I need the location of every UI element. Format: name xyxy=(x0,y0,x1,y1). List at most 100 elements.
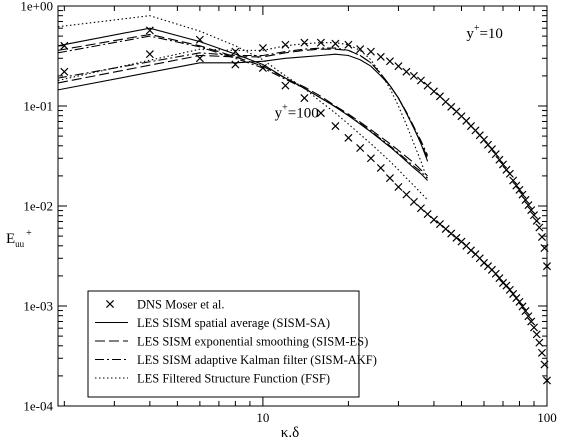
dns-data-point xyxy=(524,201,533,210)
dns-data-point xyxy=(509,289,518,298)
dns-data-point xyxy=(300,38,309,47)
series-dashed-y10 xyxy=(57,48,429,159)
dns-data-point xyxy=(532,216,541,225)
y-axis-label-sup: + xyxy=(26,228,32,239)
series-cross-y100 xyxy=(60,26,552,385)
dns-data-point xyxy=(512,181,521,190)
dns-data-point xyxy=(509,176,518,185)
dns-data-point xyxy=(316,109,325,118)
dns-data-point xyxy=(394,62,403,71)
x-tick-label: 100 xyxy=(537,410,557,425)
dns-data-point xyxy=(231,47,240,56)
legend-entry: LES SISM exponential smoothing (SISM-ES) xyxy=(95,335,368,349)
series-line xyxy=(57,42,429,181)
annotation-label: y+=100 xyxy=(275,102,319,121)
dns-data-point xyxy=(540,360,549,369)
dns-data-point xyxy=(300,94,309,103)
series-cross-y10 xyxy=(60,38,552,271)
dns-data-point xyxy=(529,211,539,220)
y-tick-label: 1e-03 xyxy=(23,299,53,314)
y-tick-label: 1e+00 xyxy=(20,0,53,14)
dns-data-point xyxy=(416,76,425,85)
dns-data-point xyxy=(495,155,504,164)
series-dotted-y10 xyxy=(57,42,429,181)
dns-data-point xyxy=(518,302,527,311)
dns-data-point xyxy=(231,60,240,69)
legend-entry: DNS Moser et al. xyxy=(105,298,225,312)
dns-data-point xyxy=(495,274,504,283)
series-line xyxy=(57,47,429,156)
series-line xyxy=(57,35,428,179)
dns-data-point xyxy=(356,143,365,153)
legend-entry: LES SISM spatial average (SISM-SA) xyxy=(95,316,330,330)
dns-data-point xyxy=(416,204,425,213)
legend: DNS Moser et al. LES SISM spatial average… xyxy=(87,290,377,398)
dns-data-point xyxy=(258,43,267,53)
series-dotted-y100 xyxy=(57,15,429,201)
axis-ticks xyxy=(58,5,548,407)
legend-box xyxy=(87,290,360,398)
dns-data-point xyxy=(542,376,552,385)
dns-data-point xyxy=(515,297,524,306)
y-tick-label: 1e-02 xyxy=(23,199,53,214)
dns-data-point xyxy=(385,57,394,66)
dns-data-point xyxy=(376,163,385,173)
dns-data-point xyxy=(505,169,514,178)
annotations: y+=10 y+=100 xyxy=(275,23,503,121)
legend-entry: LES Filtered Structure Function (FSF) xyxy=(95,372,330,386)
dns-data-point xyxy=(331,122,340,131)
dns-data-point xyxy=(487,145,496,154)
series-dashdot-y100 xyxy=(57,35,428,179)
dns-data-point xyxy=(429,87,438,96)
dns-data-point xyxy=(344,40,353,49)
dns-data-point xyxy=(521,195,530,204)
dns-data-point xyxy=(331,39,340,48)
dns-data-point xyxy=(402,190,411,199)
dns-data-point xyxy=(145,26,154,35)
legend-label: DNS Moser et al. xyxy=(137,298,225,312)
dns-data-point xyxy=(344,133,353,142)
dns-data-point xyxy=(537,232,546,242)
dns-data-point xyxy=(409,71,418,80)
dns-data-point xyxy=(498,160,508,169)
dns-data-point xyxy=(394,182,403,191)
dns-data-point xyxy=(402,67,411,76)
x-axis-label: κ.δ xyxy=(281,425,299,441)
dns-data-point xyxy=(527,206,536,215)
dns-data-point xyxy=(521,307,530,316)
dns-data-point xyxy=(429,215,438,224)
series-layer xyxy=(57,15,552,385)
dns-data-point xyxy=(376,52,385,61)
dns-data-point xyxy=(145,50,154,59)
dns-data-point xyxy=(60,41,69,50)
series-dashed-y100 xyxy=(57,33,428,177)
dns-data-point xyxy=(532,330,541,339)
y-axis-label-main: E xyxy=(6,231,15,247)
dns-data-point xyxy=(366,47,375,56)
dns-data-point xyxy=(316,38,325,47)
dns-data-point xyxy=(515,185,524,194)
dns-data-point xyxy=(60,67,69,76)
dns-data-point xyxy=(542,262,552,271)
series-line xyxy=(57,48,429,159)
dns-data-point xyxy=(452,233,461,242)
y-tick-label: 1e-01 xyxy=(23,99,53,114)
legend-entry: LES SISM adaptive Kalman filter (SISM-AK… xyxy=(95,353,377,367)
dns-data-point xyxy=(537,348,546,357)
legend-label: LES Filtered Structure Function (FSF) xyxy=(137,372,330,386)
legend-label: LES SISM spatial average (SISM-SA) xyxy=(137,316,330,330)
annotation-label: y+=10 xyxy=(466,23,503,42)
series-dashdot-y10 xyxy=(57,47,429,156)
x-tick-label: 10 xyxy=(256,410,269,425)
dns-data-point xyxy=(423,81,432,90)
dns-data-point xyxy=(529,323,539,332)
dns-data-point xyxy=(366,154,375,163)
dns-data-point xyxy=(527,317,536,326)
dns-data-point xyxy=(518,190,527,199)
dns-data-point xyxy=(524,312,533,321)
legend-label: LES SISM exponential smoothing (SISM-ES) xyxy=(137,335,368,349)
y-axis-label: Euu+ xyxy=(6,228,32,249)
dns-data-point xyxy=(535,223,544,232)
dns-data-point xyxy=(447,229,456,238)
